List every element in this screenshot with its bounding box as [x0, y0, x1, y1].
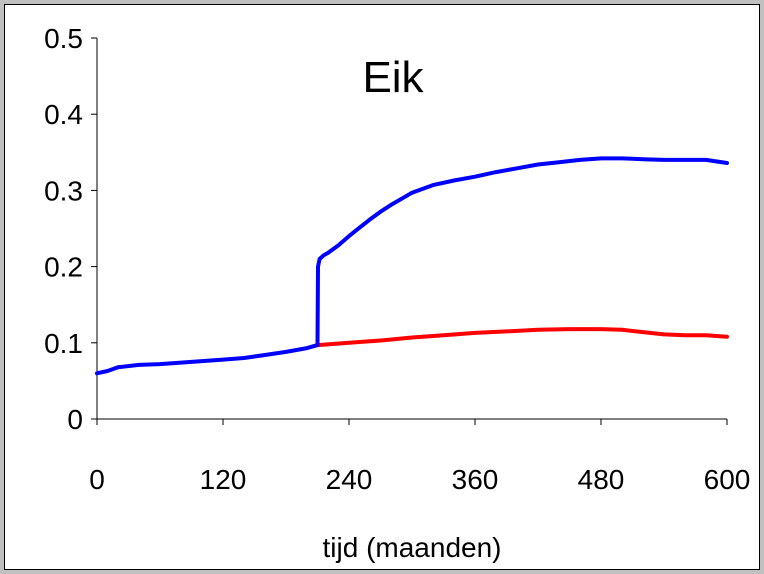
y-tick-label: 0.4	[44, 99, 83, 130]
x-axis-title: tijd (maanden)	[323, 532, 502, 563]
x-tick-label: 360	[452, 464, 499, 495]
y-tick-label: 0.2	[44, 252, 83, 283]
chart-title: Eik	[362, 53, 424, 102]
y-tick-label: 0.3	[44, 175, 83, 206]
plot-layer: 0 0.1 0.2 0.3 0.4 0.5 0 120 240 360 480 600	[44, 23, 750, 495]
x-tick-label: 240	[326, 464, 373, 495]
series-line-0	[315, 327, 729, 348]
y-tick-label: 0.1	[44, 328, 83, 359]
y-tick-label: 0.5	[44, 23, 83, 54]
series-line-1	[95, 156, 729, 376]
series-layer	[95, 156, 729, 376]
x-tick-label: 480	[578, 464, 625, 495]
chart-frame: 0 0.1 0.2 0.3 0.4 0.5 0 120 240 360 480 600 Eik tij…	[4, 4, 760, 570]
x-tick-label: 120	[200, 464, 247, 495]
chart-svg: 0 0.1 0.2 0.3 0.4 0.5 0 120 240 360 480 600 Eik tij…	[44, 23, 750, 563]
y-tick-label: 0	[67, 404, 83, 435]
x-tick-label: 600	[704, 464, 751, 495]
x-tick-label: 0	[89, 464, 105, 495]
